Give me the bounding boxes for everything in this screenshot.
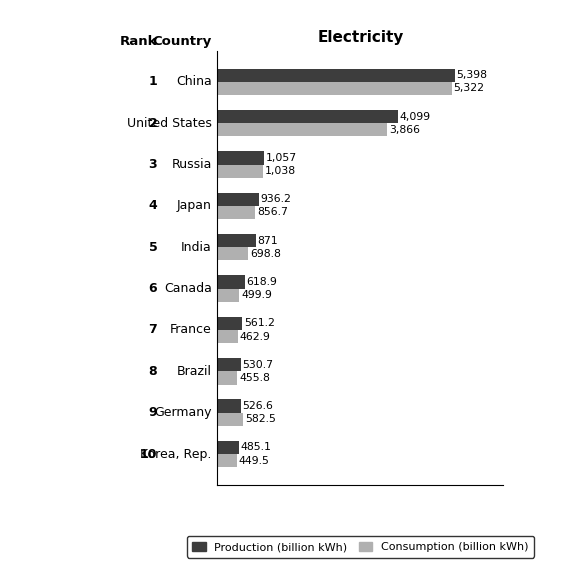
Text: 4: 4 bbox=[149, 199, 157, 213]
Text: China: China bbox=[176, 75, 212, 89]
Bar bbox=[217, 69, 455, 82]
Bar bbox=[217, 413, 243, 426]
Title: Electricity: Electricity bbox=[317, 30, 404, 46]
Bar bbox=[217, 317, 242, 330]
Bar bbox=[217, 289, 239, 302]
Bar bbox=[217, 234, 256, 247]
Text: 936.2: 936.2 bbox=[260, 194, 291, 204]
Text: 1,038: 1,038 bbox=[265, 166, 296, 176]
Text: Korea, Rep.: Korea, Rep. bbox=[140, 447, 212, 461]
Text: 1,057: 1,057 bbox=[265, 153, 297, 163]
Text: 6: 6 bbox=[149, 282, 157, 295]
Text: 449.5: 449.5 bbox=[239, 456, 270, 466]
Bar bbox=[217, 275, 245, 289]
Text: 856.7: 856.7 bbox=[257, 208, 288, 218]
Text: 5,398: 5,398 bbox=[456, 70, 488, 80]
Text: Russia: Russia bbox=[171, 158, 212, 171]
Text: 618.9: 618.9 bbox=[247, 277, 277, 287]
Bar bbox=[217, 399, 241, 413]
Text: 8: 8 bbox=[149, 365, 157, 378]
Text: United States: United States bbox=[127, 117, 212, 130]
Text: 526.6: 526.6 bbox=[243, 401, 273, 411]
Bar bbox=[217, 247, 248, 261]
Text: 871: 871 bbox=[257, 236, 278, 245]
Text: 3,866: 3,866 bbox=[389, 125, 420, 135]
Bar bbox=[217, 123, 387, 136]
Text: 530.7: 530.7 bbox=[243, 360, 273, 369]
Text: 10: 10 bbox=[140, 447, 157, 461]
Bar bbox=[217, 151, 264, 165]
Text: 698.8: 698.8 bbox=[250, 249, 281, 259]
Text: 4,099: 4,099 bbox=[399, 112, 431, 121]
Text: 485.1: 485.1 bbox=[240, 442, 271, 452]
Bar bbox=[217, 110, 398, 123]
Bar bbox=[217, 371, 237, 385]
Text: 499.9: 499.9 bbox=[241, 290, 272, 300]
Legend: Production (billion kWh), Consumption (billion kWh): Production (billion kWh), Consumption (b… bbox=[186, 536, 534, 558]
Text: France: France bbox=[170, 323, 212, 337]
Text: 582.5: 582.5 bbox=[245, 415, 276, 424]
Bar bbox=[217, 330, 238, 343]
Bar bbox=[217, 454, 237, 467]
Text: 7: 7 bbox=[149, 323, 157, 337]
Text: 3: 3 bbox=[149, 158, 157, 171]
Text: 5,322: 5,322 bbox=[453, 83, 484, 94]
Bar bbox=[217, 358, 241, 371]
Text: Japan: Japan bbox=[177, 199, 212, 213]
Text: 1: 1 bbox=[149, 75, 157, 89]
Text: 455.8: 455.8 bbox=[239, 373, 270, 383]
Text: India: India bbox=[181, 241, 212, 254]
Bar bbox=[217, 165, 263, 178]
Text: 2: 2 bbox=[149, 117, 157, 130]
Text: Canada: Canada bbox=[164, 282, 212, 295]
Bar bbox=[217, 82, 451, 95]
Text: Country: Country bbox=[152, 35, 212, 48]
Text: Germany: Germany bbox=[154, 406, 212, 419]
Bar bbox=[217, 193, 259, 206]
Text: 9: 9 bbox=[149, 406, 157, 419]
Text: 561.2: 561.2 bbox=[244, 318, 275, 328]
Text: 462.9: 462.9 bbox=[240, 332, 271, 342]
Text: Brazil: Brazil bbox=[177, 365, 212, 378]
Bar bbox=[217, 206, 255, 219]
Text: Rank: Rank bbox=[120, 35, 157, 48]
Text: 5: 5 bbox=[149, 241, 157, 254]
Bar bbox=[217, 441, 239, 454]
